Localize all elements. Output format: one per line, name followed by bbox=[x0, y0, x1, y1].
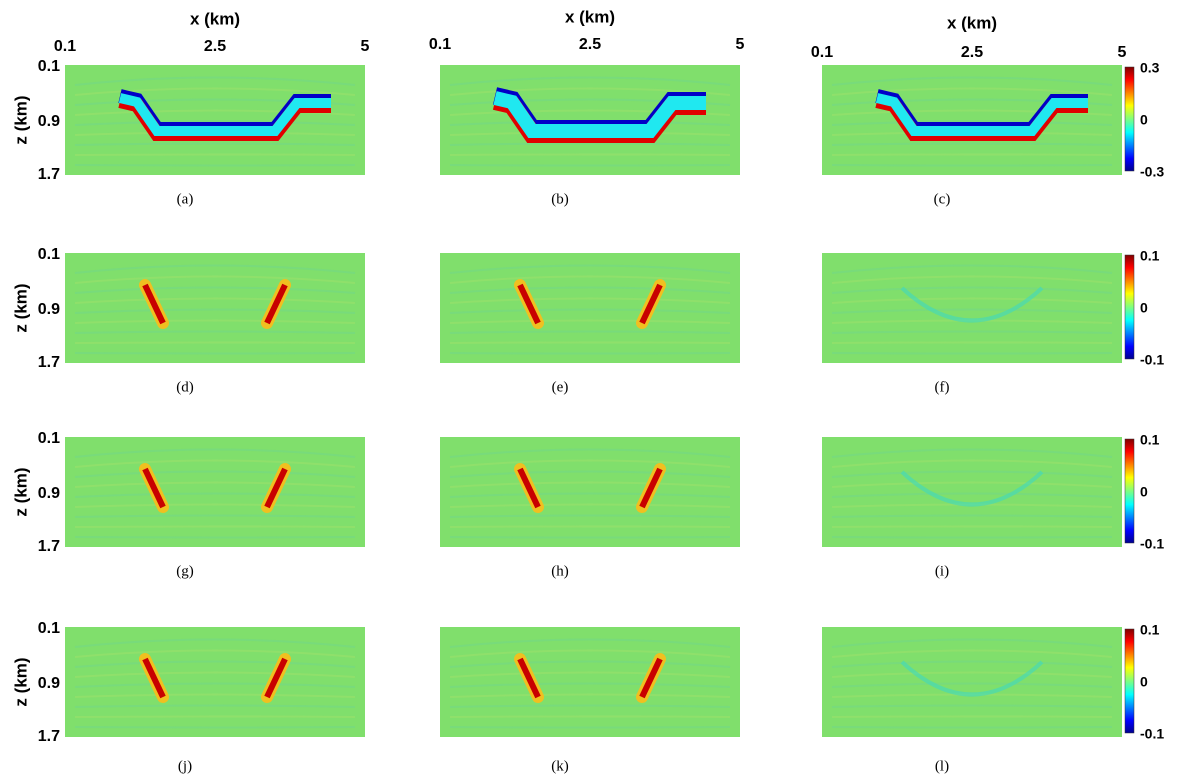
image-panel bbox=[440, 437, 740, 547]
x-tick-label: 0.1 bbox=[54, 38, 76, 55]
caption: (i) bbox=[935, 563, 949, 579]
z-tick-label: 0.1 bbox=[38, 620, 60, 637]
texture bbox=[75, 717, 355, 718]
z-tick-label: 0.9 bbox=[38, 485, 60, 502]
x-axis-label: x (km) bbox=[190, 9, 240, 28]
texture bbox=[75, 343, 355, 344]
image-panel bbox=[440, 253, 740, 363]
colorbar-tick-label: -0.3 bbox=[1140, 164, 1164, 180]
colorbar bbox=[1125, 629, 1134, 733]
x-axis-label: x (km) bbox=[565, 7, 615, 26]
texture bbox=[450, 717, 730, 718]
texture bbox=[75, 165, 355, 166]
colorbar-tick-label: 0 bbox=[1140, 112, 1148, 128]
z-tick-label: 1.7 bbox=[38, 354, 60, 371]
colorbar bbox=[1125, 255, 1134, 359]
colorbar-tick-label: 0 bbox=[1140, 300, 1148, 316]
colorbar-tick-label: 0 bbox=[1140, 674, 1148, 690]
x-axis-label: x (km) bbox=[947, 13, 997, 32]
colorbar-tick-label: 0.3 bbox=[1140, 60, 1160, 76]
x-tick-label: 0.1 bbox=[429, 36, 451, 53]
z-axis-label: z (km) bbox=[11, 283, 30, 332]
texture bbox=[75, 353, 355, 354]
image-panel bbox=[822, 253, 1122, 363]
caption: (e) bbox=[552, 379, 569, 395]
figure: x (km) 0.1 2.5 5 x (km) 0.1 2.5 5 x (km) 0.1 2.5 5 z… bbox=[0, 0, 1177, 774]
x-tick-label: 2.5 bbox=[579, 36, 601, 53]
x-tick-label: 2.5 bbox=[204, 38, 226, 55]
texture bbox=[832, 527, 1112, 528]
image-panel bbox=[65, 253, 365, 363]
colorbar-tick-label: 0.1 bbox=[1140, 248, 1160, 264]
caption: (h) bbox=[551, 563, 569, 579]
texture bbox=[450, 353, 730, 354]
image-panel bbox=[822, 437, 1122, 547]
z-tick-label: 1.7 bbox=[38, 728, 60, 745]
colorbar-tick-label: 0.1 bbox=[1140, 432, 1160, 448]
image-panel bbox=[440, 65, 740, 175]
image-panel bbox=[440, 627, 740, 737]
x-tick-label: 5 bbox=[1118, 44, 1127, 61]
texture bbox=[832, 717, 1112, 718]
z-tick-label: 0.9 bbox=[38, 113, 60, 130]
caption: (c) bbox=[934, 191, 951, 207]
texture bbox=[450, 537, 730, 538]
caption: (l) bbox=[935, 758, 949, 774]
image-panel bbox=[65, 627, 365, 737]
x-tick-label: 0.1 bbox=[811, 44, 833, 61]
caption: (b) bbox=[551, 191, 569, 207]
texture bbox=[832, 155, 1112, 156]
texture bbox=[450, 343, 730, 344]
z-tick-label: 0.1 bbox=[38, 430, 60, 447]
texture bbox=[832, 353, 1112, 354]
texture bbox=[75, 155, 355, 156]
texture bbox=[832, 165, 1112, 166]
texture bbox=[75, 727, 355, 728]
image-panel bbox=[822, 65, 1122, 175]
texture bbox=[450, 165, 730, 166]
texture bbox=[450, 727, 730, 728]
x-tick-label: 5 bbox=[736, 36, 745, 53]
z-tick-label: 0.1 bbox=[38, 58, 60, 75]
z-axis-label: z (km) bbox=[11, 657, 30, 706]
colorbar-tick-label: -0.1 bbox=[1140, 536, 1164, 552]
colorbar bbox=[1125, 67, 1134, 171]
caption: (j) bbox=[178, 758, 192, 774]
caption: (g) bbox=[176, 563, 194, 579]
z-tick-label: 0.9 bbox=[38, 675, 60, 692]
texture bbox=[75, 537, 355, 538]
texture bbox=[832, 537, 1112, 538]
z-axis-label: z (km) bbox=[11, 95, 30, 144]
image-panel bbox=[65, 437, 365, 547]
colorbar-tick-label: 0 bbox=[1140, 484, 1148, 500]
z-tick-label: 1.7 bbox=[38, 538, 60, 555]
caption: (f) bbox=[935, 379, 950, 395]
texture bbox=[75, 527, 355, 528]
x-tick-label: 2.5 bbox=[961, 44, 983, 61]
texture bbox=[450, 155, 730, 156]
colorbar-tick-label: -0.1 bbox=[1140, 352, 1164, 368]
image-panel bbox=[65, 65, 365, 175]
z-tick-label: 0.9 bbox=[38, 301, 60, 318]
texture bbox=[832, 727, 1112, 728]
texture bbox=[832, 343, 1112, 344]
colorbar bbox=[1125, 439, 1134, 543]
colorbar-tick-label: 0.1 bbox=[1140, 622, 1160, 638]
z-tick-label: 0.1 bbox=[38, 246, 60, 263]
caption: (a) bbox=[177, 191, 194, 207]
colorbar-tick-label: -0.1 bbox=[1140, 726, 1164, 742]
caption: (k) bbox=[551, 758, 569, 774]
texture bbox=[450, 527, 730, 528]
z-tick-label: 1.7 bbox=[38, 166, 60, 183]
x-tick-label: 5 bbox=[361, 38, 370, 55]
caption: (d) bbox=[176, 379, 194, 395]
image-panel bbox=[822, 627, 1122, 737]
z-axis-label: z (km) bbox=[11, 467, 30, 516]
